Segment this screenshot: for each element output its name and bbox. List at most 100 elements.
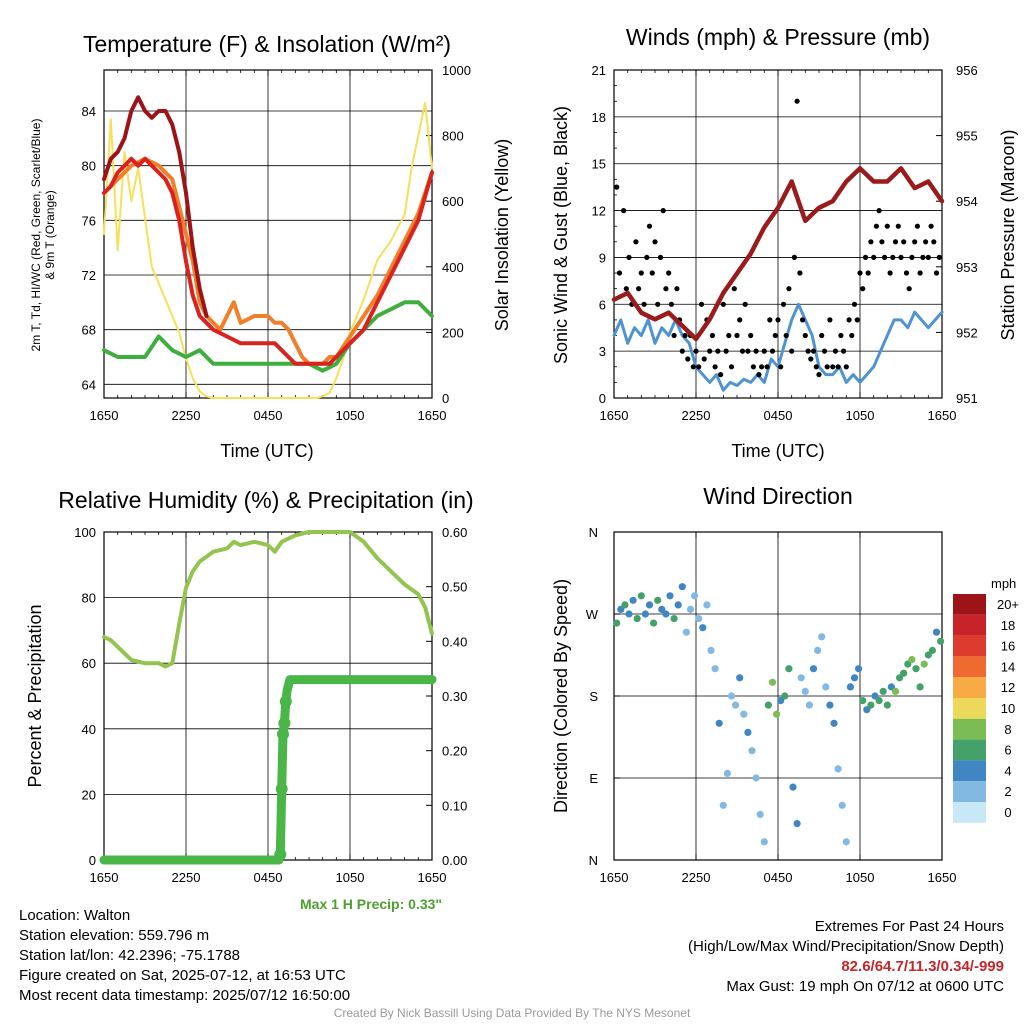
direction-point — [781, 692, 789, 700]
gust-point — [696, 364, 702, 370]
temperature-y2tick-label: 200 — [442, 325, 464, 340]
winds-xtick-label: 1050 — [846, 408, 875, 423]
direction-point — [744, 728, 752, 737]
humidity-ytick-label: 0 — [89, 853, 96, 868]
gust-point — [936, 254, 942, 260]
gust-point — [901, 239, 907, 245]
winds-xtick-label: 0450 — [764, 408, 793, 423]
gust-point — [851, 301, 858, 307]
direction-point — [801, 687, 809, 696]
speed-legend-label: 4 — [1004, 763, 1011, 778]
temperature-ytick-label: 76 — [82, 213, 96, 228]
speed-legend-label: 18 — [1001, 618, 1015, 633]
direction-point — [920, 660, 928, 668]
humidity-ytick-label: 100 — [74, 525, 96, 540]
gust-point — [701, 356, 707, 362]
gust-point — [649, 270, 655, 276]
gust-point — [720, 301, 726, 307]
temperature-xtick-label: 0450 — [254, 408, 283, 423]
winds-xtick-label: 1650 — [600, 408, 629, 423]
temperature-title: Temperature (F) & Insolation (W/m²) — [83, 31, 451, 57]
gust-point — [824, 364, 830, 370]
speed-legend-swatch — [953, 739, 986, 761]
winds-ytick-label: 12 — [592, 204, 606, 219]
extremes-title: Extremes For Past 24 Hours — [814, 918, 1004, 935]
gust-point — [898, 254, 904, 260]
gust-point — [871, 254, 877, 260]
direction-ylabel: Direction (Colored By Speed) — [551, 579, 571, 813]
speed-legend-label: 8 — [1004, 722, 1011, 737]
direction-point — [752, 774, 760, 782]
gust-point — [745, 348, 751, 354]
precip-point — [279, 695, 292, 708]
direction-point — [916, 683, 924, 691]
gust-point — [750, 364, 757, 370]
direction-point — [838, 801, 846, 809]
gust-point — [805, 348, 811, 354]
direction-point — [773, 710, 781, 718]
direction-point — [924, 651, 932, 659]
temperature-y2tick-label: 0 — [442, 391, 449, 406]
winds-ytick-label: 3 — [599, 344, 606, 359]
two-meter-temp-line — [102, 156, 434, 366]
gust-point — [674, 286, 680, 292]
gust-point — [884, 223, 890, 229]
direction-point — [875, 697, 883, 705]
gust-point — [712, 364, 718, 370]
direction-point — [814, 646, 822, 655]
gust-point — [830, 364, 836, 370]
temperature-xtick-label: 2250 — [172, 408, 201, 423]
speed-legend-swatch — [953, 635, 986, 657]
gust-point — [616, 270, 623, 276]
gust-point — [655, 301, 661, 307]
temperature-ytick-label: 64 — [82, 377, 96, 392]
winds-ytick-label: 15 — [592, 157, 606, 172]
direction-point — [633, 615, 641, 623]
gust-point — [633, 239, 639, 245]
gust-point — [652, 239, 658, 245]
temperature-y2label: Solar Insolation (Yellow) — [492, 139, 512, 331]
gust-point — [868, 239, 874, 245]
gust-point — [813, 364, 819, 370]
humidity-y2tick-label: 0.20 — [442, 744, 467, 759]
station-info: Location: Walton Station elevation: 559.… — [19, 906, 350, 1006]
humidity-ylabel: Percent & Precipitation — [25, 604, 45, 787]
humidity-xtick-label: 1050 — [336, 870, 365, 885]
humidity-ytick-label: 20 — [82, 787, 96, 802]
credit-line: Created By Nick Bassill Using Data Provi… — [333, 1006, 691, 1020]
direction-point — [891, 687, 900, 696]
direction-point — [850, 674, 859, 682]
gust-point — [841, 348, 847, 354]
gust-point — [873, 223, 880, 229]
direction-point — [871, 692, 879, 700]
gust-point — [726, 332, 732, 339]
direction-point — [777, 697, 785, 705]
direction-point — [732, 701, 740, 709]
gust-point — [849, 332, 855, 339]
direction-point — [908, 656, 916, 664]
gust-point — [909, 254, 915, 260]
gust-point — [731, 286, 737, 292]
direction-point — [867, 701, 875, 709]
winds-xtick-label: 1650 — [928, 408, 957, 423]
gust-point — [887, 270, 893, 276]
gust-point — [835, 364, 841, 370]
gust-point — [682, 332, 688, 339]
speed-legend-label: 14 — [1001, 659, 1015, 674]
speed-legend-swatch — [953, 698, 986, 719]
gust-point — [892, 239, 899, 245]
gust-point — [917, 270, 923, 276]
gust-point — [832, 348, 839, 354]
gust-point — [914, 223, 921, 229]
gust-point — [690, 364, 696, 370]
humidity-title: Relative Humidity (%) & Precipitation (i… — [58, 487, 473, 513]
humidity-y2tick-label: 0.50 — [442, 580, 467, 595]
gust-point — [775, 317, 781, 323]
direction-point — [736, 674, 744, 682]
precip-point — [277, 728, 289, 741]
speed-legend-swatch — [953, 594, 986, 615]
gust-point — [614, 184, 620, 190]
gust-point — [666, 270, 672, 276]
gust-point — [663, 286, 669, 292]
direction-xtick-label: 2250 — [682, 870, 711, 885]
